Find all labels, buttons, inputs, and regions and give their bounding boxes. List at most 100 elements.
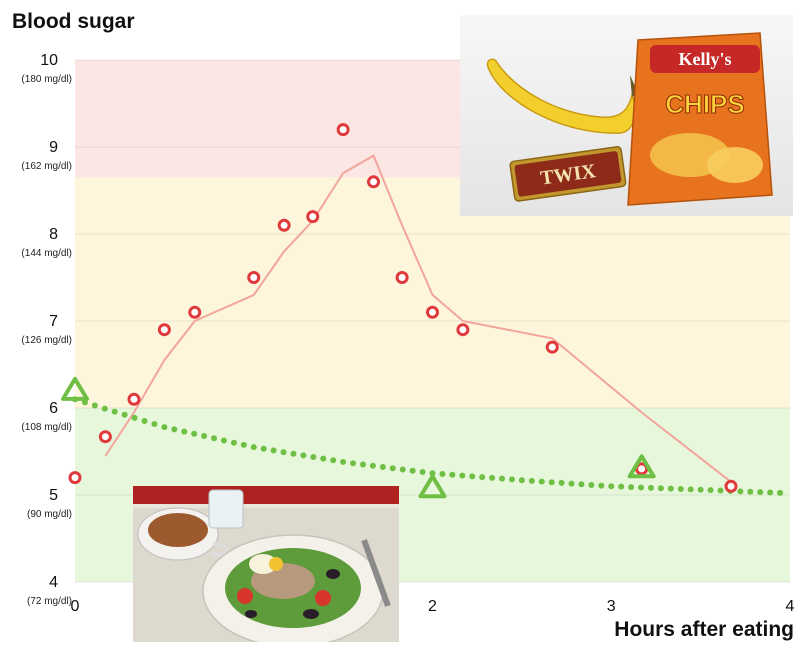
dotted-curve-dot <box>250 444 257 451</box>
data-point-circle <box>395 271 409 284</box>
data-point-circle <box>127 392 141 406</box>
dotted-curve-dot <box>131 414 138 421</box>
dotted-curve-dot <box>191 430 198 437</box>
chips-bag-illustration: Kelly's CHIPS <box>627 32 773 206</box>
dotted-curve-dot <box>777 489 784 496</box>
dotted-curve-dot <box>469 473 476 480</box>
dotted-curve-dot <box>270 447 277 454</box>
dotted-curve-dot <box>419 468 426 475</box>
dotted-curve-dot <box>568 480 575 487</box>
dotted-curve-dot <box>528 477 535 484</box>
data-point-circle <box>306 210 320 224</box>
data-point-circle <box>157 323 171 337</box>
data-point-circle <box>367 175 381 189</box>
data-point-circle <box>635 462 649 476</box>
dotted-curve-dot <box>737 488 744 495</box>
y-tick-sublabel: (144 mg/dl) <box>21 248 72 259</box>
data-point-circle <box>426 305 439 319</box>
dotted-curve-dot <box>647 484 654 491</box>
dotted-curve-dot <box>667 485 674 492</box>
dotted-curve-dot <box>111 408 118 415</box>
dotted-curve-dot <box>518 477 525 484</box>
dotted-curve-dot <box>181 428 188 435</box>
dotted-curve-dot <box>508 476 515 483</box>
x-axis-title: Hours after eating <box>614 618 794 641</box>
dotted-curve-dot <box>141 417 148 424</box>
y-tick-sublabel: (108 mg/dl) <box>21 422 72 433</box>
dotted-curve-dot <box>578 481 585 488</box>
dotted-curve-dot <box>240 441 247 448</box>
dotted-curve-dot <box>280 449 287 456</box>
dotted-curve-dot <box>489 474 496 481</box>
dotted-curve-dot <box>350 460 357 467</box>
dotted-curve-dot <box>379 463 386 470</box>
dotted-curve-dot <box>608 483 615 490</box>
dotted-curve-dot <box>151 421 158 428</box>
y-tick-sublabel: (90 mg/dl) <box>27 509 72 520</box>
data-point-circle <box>68 471 82 485</box>
dotted-curve-dot <box>707 487 714 494</box>
y-tick-label: 7 <box>49 313 58 330</box>
dotted-curve-dot <box>230 439 237 446</box>
x-axis-ticks: 0 2 3 4 <box>71 598 795 615</box>
data-point-circle <box>456 323 470 337</box>
dotted-curve-dot <box>717 487 724 494</box>
y-tick-label: 8 <box>49 226 58 243</box>
dotted-curve-dot <box>290 450 297 457</box>
y-tick-sublabel: (72 mg/dl) <box>27 596 72 607</box>
salad-plate-illustration <box>202 534 384 642</box>
data-point-circle <box>545 340 559 354</box>
data-point-circle <box>336 123 350 137</box>
soup-bowl-illustration <box>137 507 228 561</box>
dotted-curve-dot <box>330 457 337 464</box>
x-tick-label: 0 <box>71 598 80 615</box>
y-tick-sublabel: (180 mg/dl) <box>21 74 72 85</box>
dotted-curve-dot <box>101 405 108 412</box>
data-point-triangle <box>61 376 89 401</box>
dotted-curve-dot <box>429 470 436 477</box>
dotted-curve-dot <box>389 465 396 472</box>
dotted-curve-dot <box>81 399 88 406</box>
dotted-curve-dot <box>628 484 635 491</box>
dotted-curve-dot <box>121 411 128 418</box>
y-tick-label: 5 <box>49 487 58 504</box>
dotted-curve-dot <box>399 466 406 473</box>
chart-title: Blood sugar <box>12 10 135 33</box>
dotted-curve-dot <box>538 478 545 485</box>
y-tick-label: 9 <box>49 139 58 156</box>
y-tick-label: 4 <box>49 574 58 591</box>
dotted-curve-dot <box>340 458 347 465</box>
dotted-curve-dot <box>409 467 416 474</box>
dotted-curve-dot <box>320 455 327 462</box>
dotted-curve-dot <box>558 479 565 486</box>
data-point-circle <box>724 479 738 493</box>
dotted-curve-dot <box>201 433 208 440</box>
dotted-curve-dot <box>588 481 595 488</box>
y-tick-label: 6 <box>49 400 58 417</box>
dotted-curve-dot <box>757 489 764 496</box>
data-point-triangle <box>627 454 656 479</box>
average-line <box>104 154 732 483</box>
salad-photo <box>133 486 399 642</box>
dotted-curve-dot <box>697 486 704 493</box>
data-point-circle <box>247 271 261 284</box>
data-point-circle <box>277 218 291 232</box>
dotted-curve-dot <box>449 471 456 478</box>
dotted-curve-dot <box>310 454 317 461</box>
dotted-curve-dot <box>359 461 366 468</box>
y-axis-ticks: 10 (180 mg/dl) 9 (162 mg/dl) 8 (144 mg/dl) 7 (1… <box>21 52 72 607</box>
banana-illustration <box>486 58 636 134</box>
y-tick-sublabel: (162 mg/dl) <box>21 161 72 172</box>
x-tick-label: 4 <box>786 598 795 615</box>
dotted-curve-dot <box>747 488 754 495</box>
data-point-circle <box>188 305 202 319</box>
dotted-curve-dot <box>300 452 307 459</box>
dotted-curve-dot <box>598 482 605 489</box>
y-tick-sublabel: (126 mg/dl) <box>21 335 72 346</box>
dotted-curve-dot <box>171 426 178 433</box>
dotted-curve-dot <box>459 472 466 479</box>
dotted-curve-dot <box>211 435 218 442</box>
dotted-curve-dot <box>439 471 446 478</box>
y-tick-label: 10 <box>40 52 58 69</box>
chips-brand: Kelly's <box>679 49 732 69</box>
